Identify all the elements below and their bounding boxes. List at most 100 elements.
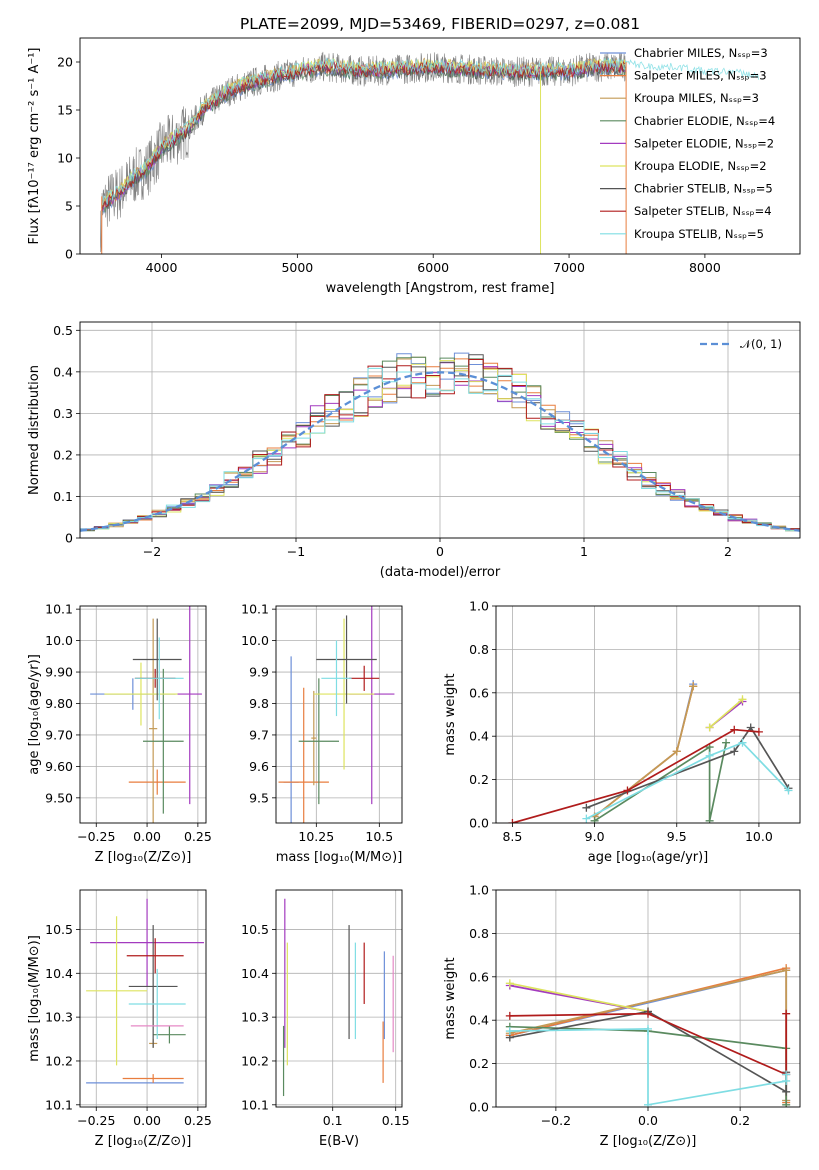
x-tick-label: 2 bbox=[724, 544, 732, 559]
x-axis-label: E(B-V) bbox=[319, 1134, 359, 1149]
axes-frame bbox=[495, 605, 801, 824]
y-axis-label: mass weight bbox=[443, 673, 458, 755]
y-tick-label: 9.7 bbox=[249, 727, 269, 742]
x-tick-label: 0.15 bbox=[382, 1113, 410, 1128]
weight-point-marker bbox=[782, 1070, 791, 1079]
errorbar-group bbox=[278, 606, 395, 823]
legend-label: Kroupa STELIB, Nₛₛₚ=5 bbox=[634, 227, 764, 241]
weight-point-marker bbox=[582, 814, 591, 823]
x-tick-label: 10.5 bbox=[365, 829, 393, 844]
errorbar-group bbox=[90, 606, 202, 823]
axes-frame bbox=[79, 321, 801, 539]
spectrum-panel: 4000 5000 6000 7000 8000 0 5 10 15 20 wavelength [… bbox=[27, 37, 801, 296]
weight-lines bbox=[505, 964, 791, 1107]
x-tick-label: 9.5 bbox=[667, 829, 687, 844]
y-axis-label: mass [log₁₀(M/M⊙)] bbox=[27, 935, 42, 1062]
weight-point-marker bbox=[782, 966, 791, 975]
x-tick-label: −2 bbox=[143, 544, 161, 559]
y-tick-label: 9.90 bbox=[45, 665, 73, 680]
x-tick-label: 10.25 bbox=[298, 829, 334, 844]
mass-weight-vs-age-panel: 8.5 9.0 9.5 10.0 0.0 0.2 0.4 0.6 0.8 1.0 age [log₁… bbox=[443, 599, 801, 865]
model-spectrum-line bbox=[101, 57, 760, 208]
x-tick-label: 1 bbox=[580, 544, 588, 559]
legend-label: Chabrier ELODIE, Nₛₛₚ=4 bbox=[634, 114, 775, 128]
weight-point-marker bbox=[746, 723, 755, 732]
mass-weight-vs-Z-panel: −0.2 0.0 0.2 0.0 0.2 0.4 0.6 0.8 1.0 Z [log₁₀(Z/Z… bbox=[443, 883, 801, 1149]
weight-point-marker bbox=[623, 786, 632, 795]
x-tick-label: −0.25 bbox=[77, 1113, 115, 1128]
y-tick-label: 0.8 bbox=[469, 926, 489, 941]
y-tick-label: 1.0 bbox=[469, 883, 489, 898]
y-tick-label: 0 bbox=[65, 247, 73, 262]
y-tick-label: 10.3 bbox=[241, 1010, 269, 1025]
y-axis-label: age [log₁₀(age/yr)] bbox=[27, 654, 42, 775]
y-tick-label: 9.80 bbox=[45, 696, 73, 711]
x-tick-label: 9.0 bbox=[585, 829, 605, 844]
weight-point-marker bbox=[782, 1087, 791, 1096]
legend-label: Salpeter ELODIE, Nₛₛₚ=2 bbox=[634, 136, 774, 150]
y-tick-label: 0.4 bbox=[469, 1013, 489, 1028]
y-tick-label: 0.2 bbox=[469, 772, 489, 787]
y-tick-label: 0.5 bbox=[53, 323, 73, 338]
weight-point-marker bbox=[505, 1011, 514, 1020]
weight-point-marker bbox=[722, 738, 731, 747]
histogram-steps bbox=[80, 352, 800, 533]
weight-point-marker bbox=[689, 682, 698, 691]
y-axis-label: Normed distribution bbox=[27, 365, 42, 495]
y-tick-label: 0.4 bbox=[469, 729, 489, 744]
weight-point-marker bbox=[730, 747, 739, 756]
legend-label: Kroupa MILES, Nₛₛₚ=3 bbox=[634, 91, 759, 105]
x-axis-label: (data-model)/error bbox=[380, 565, 501, 580]
weight-series-line bbox=[709, 698, 744, 729]
legend-label: 𝒩(0, 1) bbox=[740, 337, 782, 351]
weight-point-marker bbox=[672, 747, 681, 756]
errorbar-group bbox=[86, 898, 204, 1084]
x-tick-label: 8000 bbox=[689, 260, 721, 275]
weight-point-marker bbox=[754, 727, 763, 736]
weight-point-marker bbox=[705, 816, 714, 823]
x-tick-label: 0.2 bbox=[730, 1113, 750, 1128]
y-tick-label: 0.6 bbox=[469, 969, 489, 984]
y-tick-label: 10.1 bbox=[241, 1097, 269, 1112]
y-tick-label: 9.50 bbox=[45, 790, 73, 805]
weight-point-marker bbox=[644, 1024, 652, 1033]
y-tick-label: 0.4 bbox=[53, 364, 73, 379]
y-tick-label: 10.5 bbox=[241, 922, 269, 937]
mass-vs-EBV-panel: 0.1 0.15 10.1 10.2 10.3 10.4 10.5 E(B-V) bbox=[241, 889, 410, 1149]
x-axis-label: Z [log₁₀(Z/Z⊙)] bbox=[95, 850, 192, 865]
y-tick-label: 10.0 bbox=[241, 633, 269, 648]
x-tick-label: −0.2 bbox=[541, 1113, 571, 1128]
y-tick-label: 10.2 bbox=[45, 1053, 73, 1068]
y-tick-label: 0.0 bbox=[469, 816, 489, 831]
weight-series-line bbox=[586, 741, 790, 820]
legend-label: Salpeter MILES, Nₛₛₚ=3 bbox=[634, 69, 767, 83]
y-tick-label: 9.9 bbox=[249, 665, 269, 680]
weight-point-marker bbox=[505, 979, 514, 988]
x-tick-label: 0.00 bbox=[133, 1113, 161, 1128]
y-tick-label: 10.2 bbox=[241, 1053, 269, 1068]
x-tick-label: 8.5 bbox=[502, 829, 522, 844]
y-tick-label: 0.2 bbox=[53, 447, 73, 462]
errorbar-group bbox=[282, 898, 394, 1097]
y-tick-label: 10.0 bbox=[45, 633, 73, 648]
mass-vs-Z-panel: −0.25 0.00 0.25 10.1 10.2 10.3 10.4 10.5 Z [log₁… bbox=[27, 889, 212, 1149]
x-tick-label: 0.25 bbox=[184, 1113, 212, 1128]
x-tick-label: 0.0 bbox=[638, 1113, 658, 1128]
x-axis-label: mass [log₁₀(M/M⊙)] bbox=[276, 850, 403, 865]
y-tick-label: 10.3 bbox=[45, 1010, 73, 1025]
weight-point-marker bbox=[508, 819, 517, 823]
weight-point-marker bbox=[782, 1100, 791, 1107]
residual-histogram-panel: −2 −1 0 1 2 0 0.1 0.2 0.3 0.4 0.5 (data-model)/erro… bbox=[27, 321, 801, 580]
legend-label: Salpeter STELIB, Nₛₛₚ=4 bbox=[634, 204, 772, 218]
y-tick-label: 5 bbox=[65, 199, 73, 214]
y-tick-label: 0.3 bbox=[53, 406, 73, 421]
weight-series-line bbox=[594, 742, 727, 822]
y-tick-label: 0 bbox=[65, 531, 73, 546]
y-tick-label: 0.6 bbox=[469, 685, 489, 700]
y-tick-label: 15 bbox=[57, 103, 73, 118]
weight-series-line bbox=[509, 1012, 788, 1076]
axes-frame bbox=[79, 37, 801, 255]
weight-point-marker bbox=[505, 1027, 514, 1036]
x-axis-label: age [log₁₀(age/yr)] bbox=[588, 850, 709, 865]
weight-point-marker bbox=[705, 751, 714, 760]
